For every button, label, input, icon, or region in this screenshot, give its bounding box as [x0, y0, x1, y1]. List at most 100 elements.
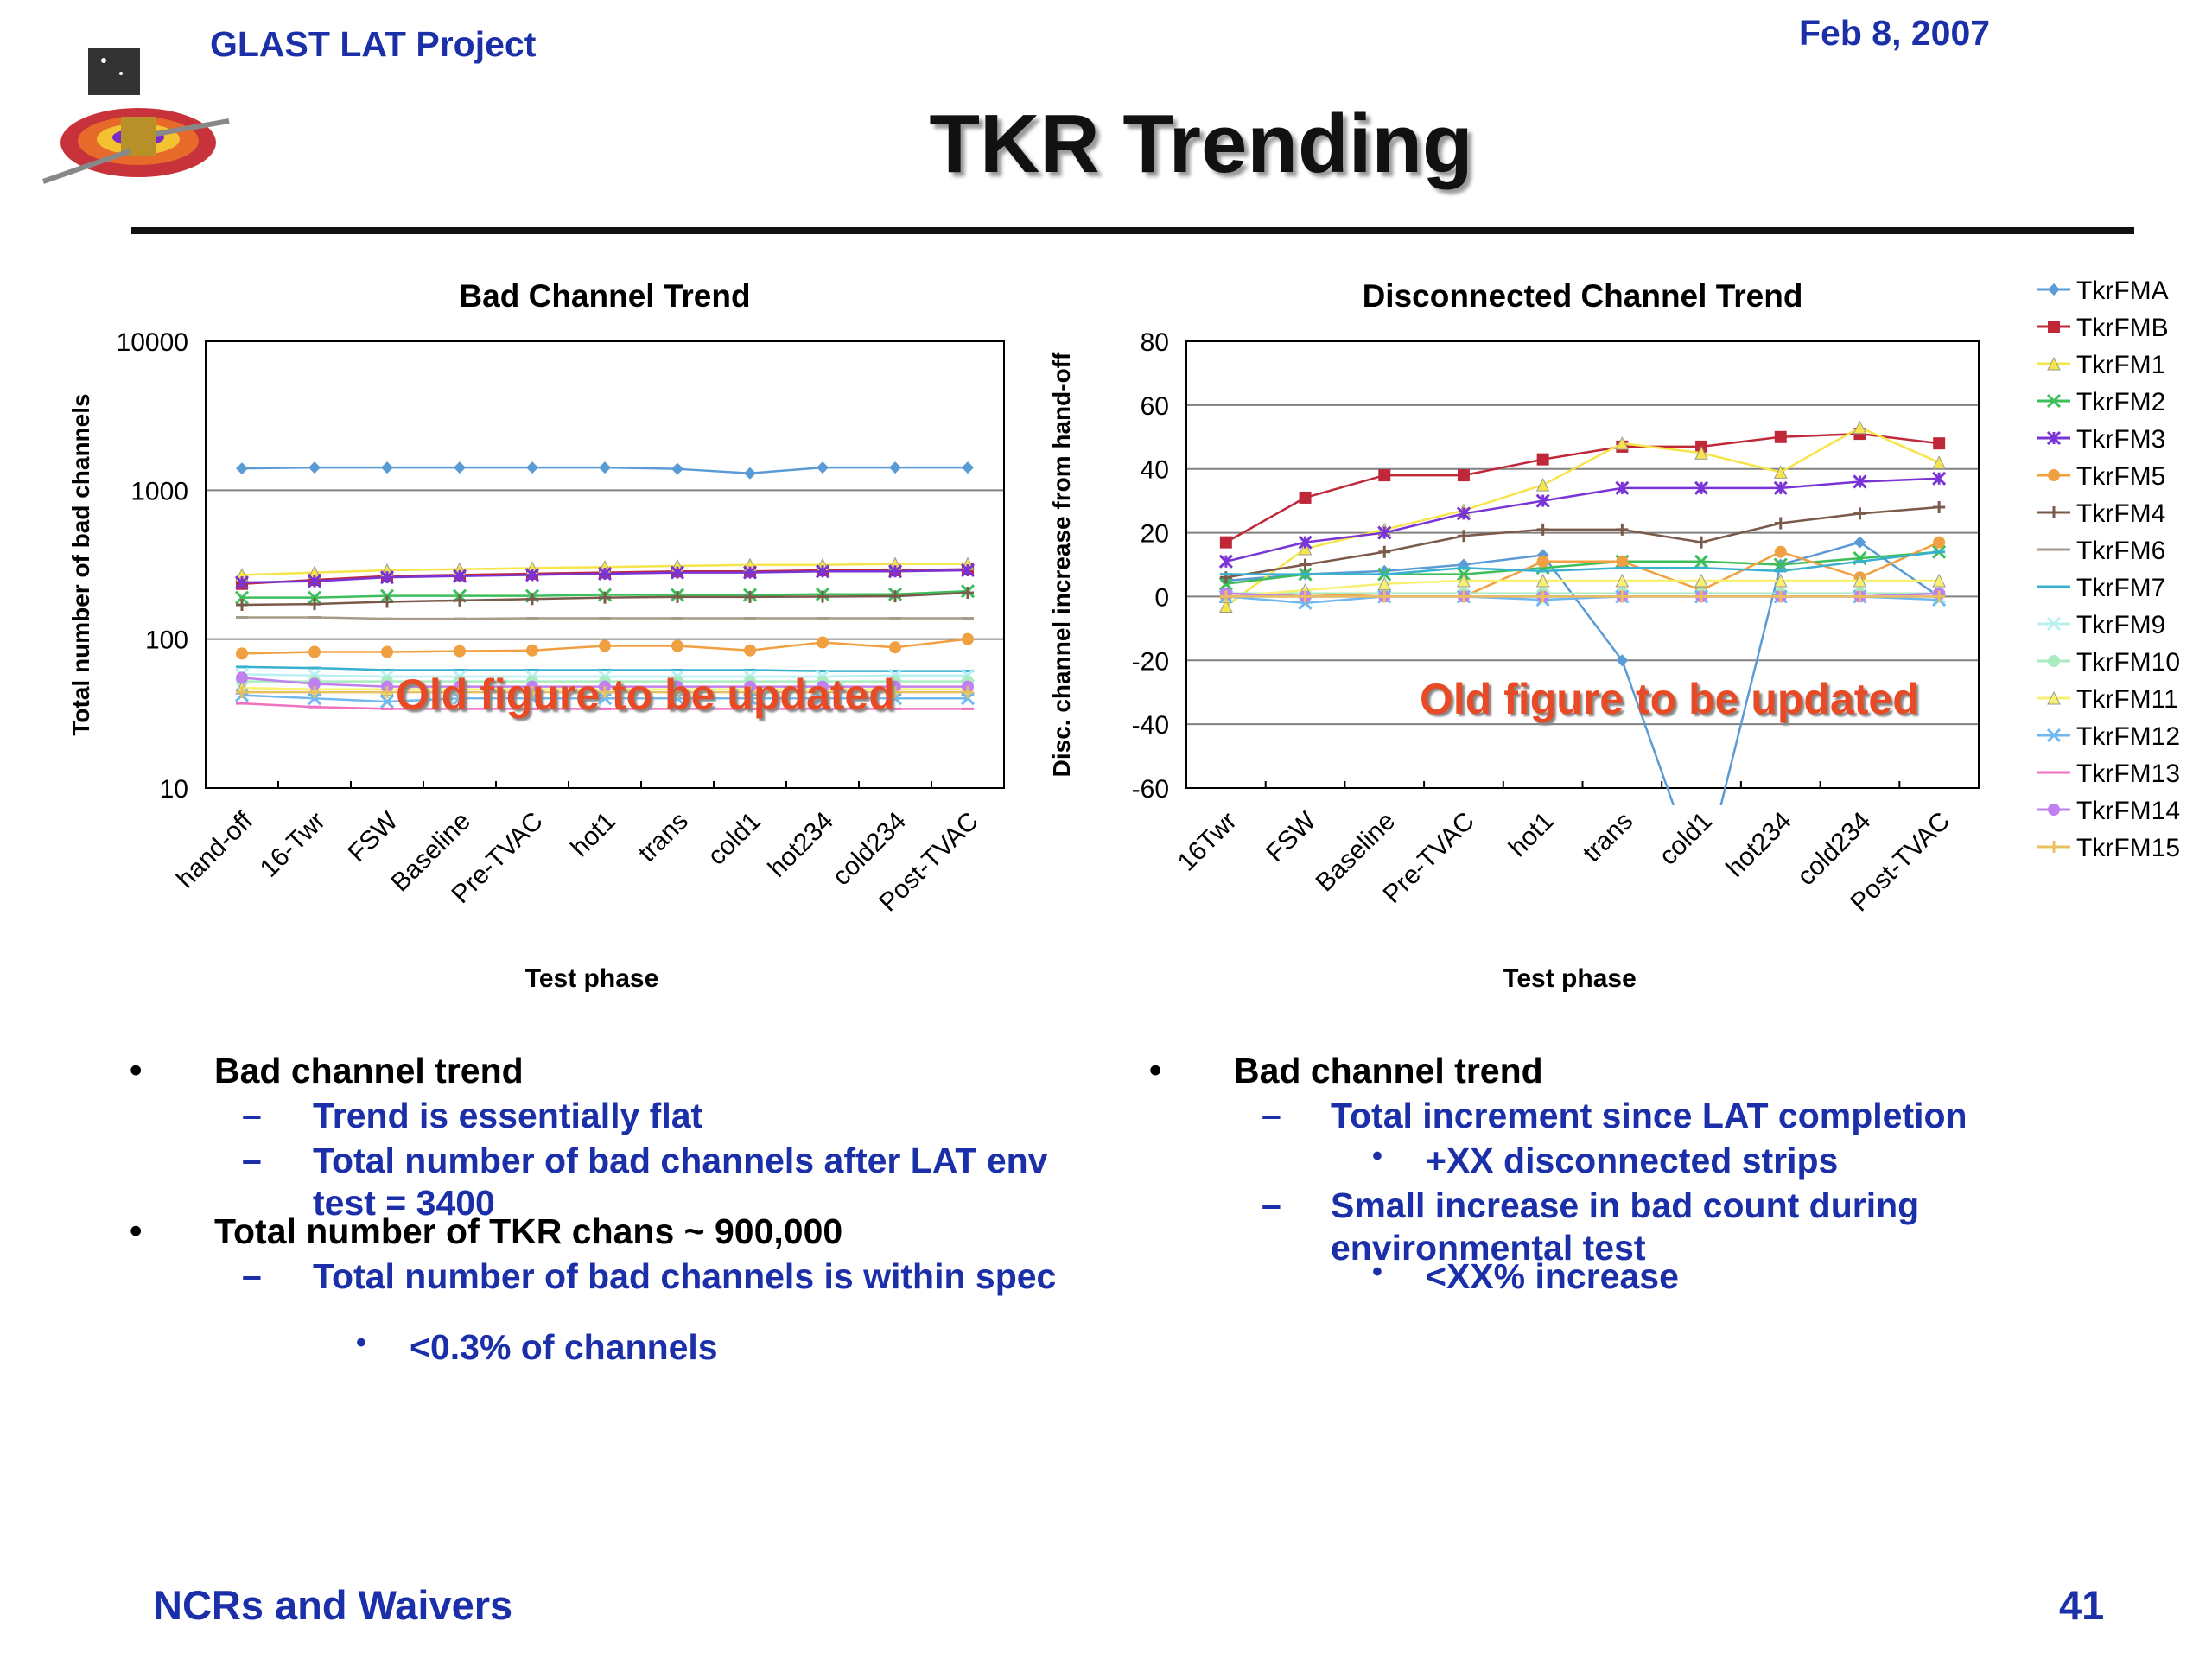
point-TkrFM11 [1615, 573, 1630, 588]
point-TkrFM5 [962, 632, 974, 645]
point-TkrFMA [381, 461, 393, 474]
y-tick-label: -20 [1132, 647, 1169, 676]
point-TkrFM5 [671, 639, 683, 652]
legend-item-TkrFM14: TkrFM14 [2037, 797, 2180, 825]
point-TkrFM4 [1536, 523, 1549, 536]
point-TkrFM4 [1695, 536, 1708, 549]
bullet-level-2: Total number of bad channels is within s… [313, 1256, 1057, 1296]
point-TkrFM4 [671, 590, 683, 603]
point-TkrFM12 [452, 691, 467, 706]
point-TkrFM2 [234, 590, 250, 605]
point-TkrFM5 [454, 645, 466, 658]
series-line-TkrFMB [1225, 432, 1940, 543]
bad-channel-chart: Bad Channel Trend 10000 1000 100 10hand-off1… [67, 278, 1005, 993]
point-TkrFM5 [381, 645, 393, 658]
y-tick-label: -60 [1132, 775, 1169, 804]
point-TkrFM15 [1299, 590, 1312, 603]
legend-label: TkrFMA [2076, 276, 2169, 305]
legend-marker [2048, 655, 2060, 667]
point-TkrFM3 [379, 570, 395, 585]
slide-title: TKR Trending [929, 98, 1473, 190]
point-TkrFM12 [670, 691, 685, 706]
bullet-level-3: <0.3% of channels [410, 1327, 718, 1367]
point-TkrFM4 [526, 593, 538, 606]
point-TkrFM11 [1535, 573, 1550, 588]
y-tick-label: 60 [1141, 392, 1169, 421]
point-TkrFM3 [887, 564, 903, 579]
point-TkrFM4 [1774, 517, 1787, 530]
point-TkrFM1 [1853, 420, 1867, 435]
legend-marker [2048, 841, 2060, 853]
legend-label: TkrFM5 [2076, 462, 2165, 491]
point-TkrFMB [1457, 469, 1470, 482]
y-tick-label: -40 [1132, 711, 1169, 740]
point-TkrFM12 [815, 691, 830, 706]
legend-label: TkrFM14 [2076, 797, 2180, 825]
legend-item-TkrFM9: TkrFM9 [2037, 611, 2165, 639]
point-TkrFM4 [744, 590, 756, 603]
point-TkrFM4 [599, 591, 611, 604]
point-TkrFM3 [1535, 493, 1550, 508]
legend-item-TkrFM4: TkrFM4 [2037, 499, 2165, 528]
point-TkrFM3 [960, 563, 976, 578]
bullet-mark: • [356, 1326, 366, 1359]
y-tick-label: 80 [1141, 328, 1169, 357]
point-TkrFM12 [597, 691, 613, 706]
point-TkrFM3 [1456, 506, 1471, 521]
point-TkrFM1 [1694, 446, 1708, 460]
y-tick-label: 10 [160, 775, 188, 804]
legend-label: TkrFM9 [2076, 611, 2165, 639]
point-TkrFM15 [962, 686, 974, 699]
legend-marker [2046, 728, 2062, 743]
chart-title: Disconnected Channel Trend [1363, 278, 1803, 314]
point-TkrFM4 [381, 595, 393, 608]
overlay-left: Old figure to be updated [396, 671, 895, 719]
legend-marker [2048, 469, 2060, 481]
point-TkrFMB [1219, 536, 1232, 549]
point-TkrFM15 [381, 686, 393, 699]
point-TkrFMB [1536, 453, 1549, 466]
point-TkrFM4 [1299, 558, 1312, 571]
point-TkrFMB [1299, 491, 1312, 504]
point-TkrFM2 [1694, 554, 1709, 569]
plot-frame [205, 340, 1005, 789]
point-TkrFM12 [524, 691, 540, 706]
series-line-TkrFM5 [1225, 541, 1940, 598]
point-TkrFMA [526, 461, 538, 474]
glast-logo [35, 39, 233, 186]
point-TkrFM3 [307, 574, 322, 588]
point-TkrFM15 [671, 686, 683, 699]
legend-marker [2046, 430, 2062, 446]
point-TkrFM11 [1932, 573, 1946, 588]
legend-label: TkrFM12 [2076, 722, 2180, 751]
overlay-right: Old figure to be updated [1420, 675, 1919, 723]
point-TkrFM11 [1377, 576, 1392, 591]
bullet-level-2: Trend is essentially flat [313, 1096, 703, 1135]
x-tick-label: hot234 [1720, 807, 1796, 883]
point-TkrFM5 [308, 645, 321, 658]
point-TkrFM15 [526, 686, 538, 699]
y-tick-label: 20 [1141, 520, 1169, 549]
x-tick-label: cold1 [702, 807, 766, 871]
point-TkrFM15 [1457, 590, 1470, 603]
point-TkrFM15 [1774, 590, 1787, 603]
point-TkrFMA [817, 461, 829, 474]
legend-item-TkrFM12: TkrFM12 [2037, 722, 2180, 751]
point-TkrFM2 [307, 590, 322, 605]
point-TkrFM4 [962, 586, 974, 599]
point-TkrFM3 [1773, 480, 1788, 495]
legend-marker [2048, 283, 2060, 296]
point-TkrFMA [1853, 536, 1866, 549]
bullet-level-1: Total number of TKR chans ~ 900,000 [214, 1211, 843, 1251]
point-TkrFM3 [1694, 480, 1709, 495]
point-TkrFM15 [454, 686, 466, 699]
x-tick-label: trans [632, 807, 694, 868]
legend-label: TkrFM6 [2076, 537, 2165, 565]
series-line-TkrFM7 [1225, 550, 1940, 575]
series-line-TkrFMA [1225, 541, 1940, 805]
point-TkrFM5 [1616, 555, 1629, 568]
legend-label: TkrFM15 [2076, 834, 2180, 862]
point-TkrFM15 [1219, 590, 1232, 603]
point-TkrFM15 [744, 686, 756, 699]
legend-item-TkrFM6: TkrFM6 [2037, 537, 2165, 565]
